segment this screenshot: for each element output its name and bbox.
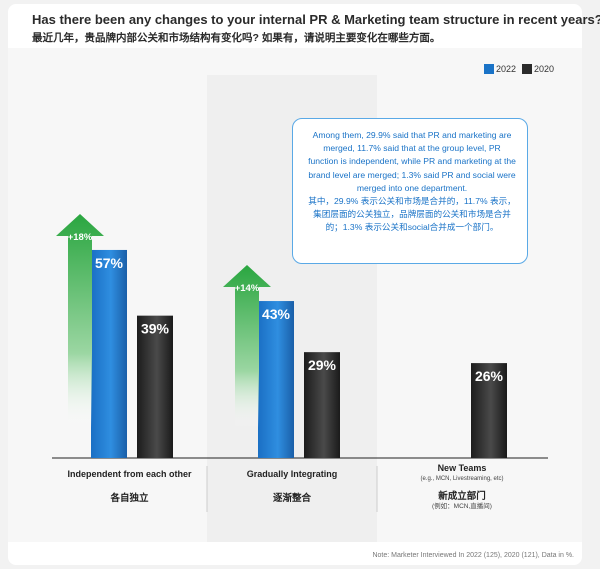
chart-title: Has there been any changes to your inter… <box>32 12 600 27</box>
change-label-1: +14% <box>235 283 260 294</box>
footnote: Note: Marketer Interviewed In 2022 (125)… <box>372 552 574 559</box>
legend-item-2022: 2022 <box>484 64 516 74</box>
data-label-2022-1: 43% <box>262 306 291 322</box>
legend: 2022 2020 <box>484 64 560 74</box>
bar-2020-2 <box>471 363 507 458</box>
category-zh-sublabel-2: (例如：MCN,直播间) <box>432 503 492 510</box>
bar-2020-1 <box>304 352 340 458</box>
category-label-1: Gradually Integrating <box>246 469 338 479</box>
category-label-0: Independent from each other <box>67 469 192 479</box>
data-label-2020-2: 26% <box>475 368 504 384</box>
callout-text-en: Among them, 29.9% said that PR and marke… <box>308 130 516 193</box>
change-arrow-1 <box>223 265 271 428</box>
category-label-zh-0: 各自独立 <box>110 493 149 504</box>
bar-2022-1 <box>258 301 294 458</box>
data-label-2020-0: 39% <box>141 321 170 337</box>
callout-text-zh: 其中，29.9% 表示公关和市场是合并的，11.7% 表示，集团层面的公关独立，… <box>308 196 516 233</box>
legend-item-2020: 2020 <box>522 64 554 74</box>
data-label-2020-1: 29% <box>308 357 337 373</box>
category-label-zh-1: 逐渐整合 <box>272 493 311 504</box>
category-label-2: New Teams <box>437 463 487 473</box>
legend-swatch-2020 <box>522 64 533 74</box>
legend-label-2020: 2020 <box>534 64 555 74</box>
legend-label-2022: 2022 <box>496 64 517 74</box>
legend-swatch-2022 <box>484 64 494 74</box>
bar-2022-0 <box>91 249 127 458</box>
category-sublabel-2: (e.g., MCN, Livestreaming, etc) <box>420 476 504 482</box>
annotation-callout: Among them, 29.9% said that PR and marke… <box>292 118 528 264</box>
bar-2020-0 <box>137 315 173 458</box>
data-label-2022-0: 57% <box>95 255 124 271</box>
change-label-0: +18% <box>68 232 93 243</box>
category-label-zh-2: 新成立部门 <box>438 491 486 502</box>
change-arrow-0 <box>56 213 104 428</box>
chart-subtitle: 最近几年，贵品牌内部公关和市场结构有变化吗? 如果有，请说明主要变化在哪些方面。 <box>32 32 441 44</box>
